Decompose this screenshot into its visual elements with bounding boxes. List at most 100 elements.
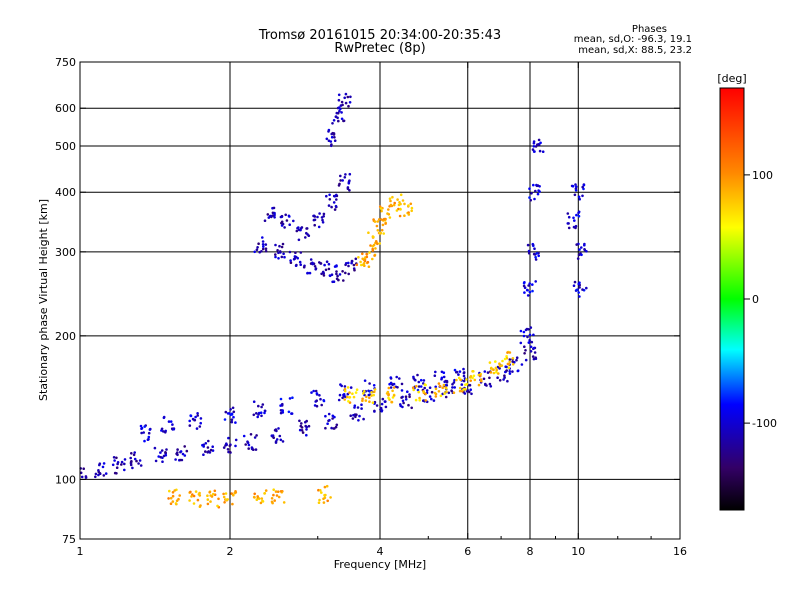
data-point: [279, 397, 283, 401]
data-point: [206, 502, 210, 506]
data-point: [130, 452, 133, 455]
data-point: [531, 289, 534, 293]
data-point: [409, 202, 413, 206]
data-point: [425, 389, 429, 392]
data-point: [526, 335, 529, 339]
data-point: [585, 286, 588, 290]
data-point: [522, 334, 526, 338]
data-point: [365, 395, 368, 399]
data-point: [266, 213, 270, 216]
data-point: [169, 496, 173, 500]
data-point: [132, 453, 136, 457]
data-point: [172, 427, 176, 431]
data-point: [352, 395, 356, 399]
data-point: [198, 425, 202, 428]
data-point: [129, 463, 133, 467]
data-point: [226, 412, 230, 415]
data-point: [138, 459, 142, 462]
data-point: [374, 240, 378, 243]
data-point: [399, 404, 403, 408]
data-point: [348, 391, 351, 394]
data-point: [412, 375, 415, 379]
data-point: [492, 371, 496, 375]
data-point: [523, 352, 526, 355]
data-point: [304, 236, 307, 239]
data-point: [253, 492, 256, 496]
data-point: [133, 457, 137, 461]
data-point: [523, 281, 526, 284]
data-point: [388, 216, 392, 219]
data-point: [161, 456, 164, 460]
data-point: [337, 184, 341, 187]
data-point: [525, 327, 529, 331]
data-point: [288, 223, 292, 226]
data-point: [255, 248, 259, 251]
data-point: [353, 268, 356, 272]
data-point: [372, 235, 375, 239]
data-point: [339, 107, 342, 111]
y-tick-label: 300: [55, 246, 76, 259]
data-point: [228, 444, 232, 448]
data-point: [263, 492, 267, 495]
data-point: [391, 396, 395, 399]
data-point: [411, 386, 415, 390]
data-point: [256, 415, 260, 419]
data-point: [257, 242, 260, 245]
data-point: [413, 378, 417, 382]
data-point: [195, 427, 199, 430]
data-point: [171, 500, 175, 503]
data-point: [566, 212, 570, 215]
data-point: [344, 101, 348, 105]
data-point: [362, 263, 365, 267]
data-point: [338, 109, 341, 113]
data-point: [372, 393, 376, 397]
stats-o-mode: mean, sd,O: -96.3, 19.1: [573, 34, 692, 45]
data-point: [335, 277, 339, 281]
data-point: [379, 207, 383, 210]
data-point: [261, 247, 265, 251]
data-point: [310, 391, 313, 394]
data-point: [434, 385, 438, 389]
data-point: [423, 386, 427, 390]
data-point: [398, 214, 402, 218]
data-point: [486, 371, 490, 374]
data-point: [338, 393, 342, 397]
data-point: [363, 379, 367, 383]
data-point: [171, 491, 175, 494]
data-point: [506, 379, 509, 383]
data-point: [400, 382, 404, 386]
data-point: [206, 498, 210, 501]
data-point: [537, 189, 540, 192]
data-point: [389, 376, 393, 379]
data-point: [298, 260, 302, 264]
data-point: [488, 376, 491, 380]
data-point: [416, 373, 419, 377]
data-point: [439, 394, 443, 398]
data-point: [580, 253, 583, 257]
data-point: [372, 384, 376, 387]
data-point: [578, 286, 581, 289]
data-point: [123, 468, 126, 472]
data-point: [567, 215, 571, 219]
data-point: [373, 254, 376, 257]
data-point: [536, 192, 540, 196]
data-point: [522, 330, 526, 334]
data-point: [277, 427, 280, 430]
data-point: [343, 385, 347, 388]
x-tick-label: 4: [377, 545, 384, 558]
data-point: [189, 414, 192, 417]
data-point: [264, 247, 268, 250]
data-point: [264, 243, 268, 246]
data-point: [343, 398, 347, 401]
data-point: [532, 140, 536, 143]
data-point: [247, 443, 251, 447]
data-point: [406, 390, 409, 394]
data-point: [349, 95, 352, 99]
data-point: [365, 255, 369, 259]
data-point: [501, 359, 504, 363]
data-point: [278, 244, 281, 248]
data-point: [462, 374, 466, 378]
data-point: [230, 418, 234, 422]
data-point: [298, 419, 301, 423]
data-point: [373, 410, 376, 413]
